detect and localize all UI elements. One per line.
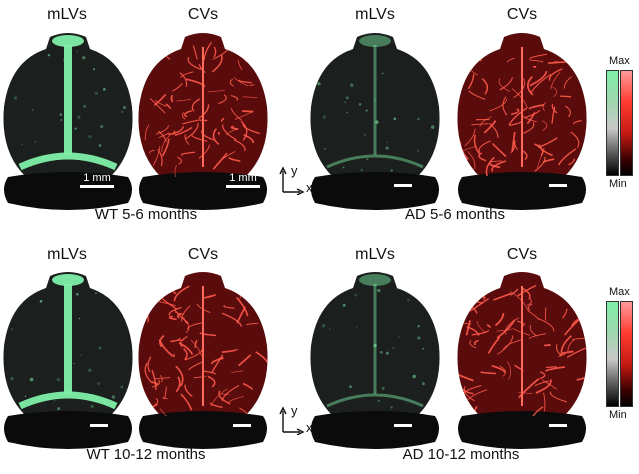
- brain-image-wt-5-6-mlvs: [0, 27, 138, 217]
- scale-bar-r1-p4: [549, 183, 567, 187]
- title-r1-p3: mLVs: [355, 6, 395, 23]
- brain-silhouette: [138, 33, 268, 210]
- title-r2-p4: CVs: [506, 246, 538, 263]
- colorbar-red-r2: [620, 301, 633, 407]
- scale-label: 1 mm: [83, 172, 111, 184]
- title-r2-p1: mLVs: [47, 246, 87, 263]
- group-label-wt-5-6: WT 5-6 months: [94, 206, 198, 223]
- brain-silhouette: [3, 272, 133, 449]
- scale-bar-r1-p1: 1 mm: [80, 172, 114, 188]
- axis-x-label: x: [306, 180, 313, 195]
- axis-y-label-r2: y: [291, 403, 298, 418]
- scale-bar-r2-p2: [233, 423, 251, 427]
- legend-min-r1: Min: [609, 178, 627, 190]
- brain-image-wt-10-12-cvs: [133, 266, 273, 456]
- brain-silhouette: [138, 272, 268, 449]
- axes-indicator-r2: [278, 405, 312, 436]
- scale-bar-r1-p3: [394, 183, 412, 187]
- legend-min-r2: Min: [609, 409, 627, 421]
- brain-silhouette: [457, 33, 587, 210]
- axis-y-label: y: [291, 163, 298, 178]
- title-r1-p4: CVs: [506, 6, 538, 23]
- group-label-wt-10-12: WT 10-12 months: [86, 446, 206, 463]
- axes-indicator-r1: [278, 165, 312, 196]
- brain-image-ad-10-12-mlvs: [305, 266, 445, 456]
- brain-image-ad-5-6-mlvs: [305, 27, 445, 217]
- colorbar-red-r1: [620, 70, 633, 176]
- legend-max-r2: Max: [609, 286, 630, 298]
- brain-silhouette: [310, 33, 440, 210]
- scale-label: 1 mm: [229, 172, 257, 184]
- brain-silhouette: [3, 33, 133, 210]
- brain-image-wt-10-12-mlvs: [0, 266, 138, 456]
- brain-silhouette: [457, 272, 587, 449]
- axes-arrows-icon: [279, 406, 305, 436]
- legend-max-r1: Max: [609, 55, 630, 67]
- scale-bar-r2-p3: [394, 423, 412, 427]
- colorbar-green-r2: [606, 301, 619, 407]
- title-r1-p2: CVs: [187, 6, 219, 23]
- title-r2-p3: mLVs: [355, 246, 395, 263]
- brain-silhouette: [310, 272, 440, 449]
- scale-bar-r2-p1: [90, 423, 108, 427]
- axis-x-label-r2: x: [306, 420, 313, 435]
- scale-bar-r2-p4: [549, 423, 567, 427]
- title-r2-p2: CVs: [187, 246, 219, 263]
- group-label-ad-5-6: AD 5-6 months: [404, 206, 506, 223]
- colorbar-green-r1: [606, 70, 619, 176]
- brain-image-ad-5-6-cvs: [452, 27, 592, 217]
- brain-image-wt-5-6-cvs: [133, 27, 273, 217]
- brain-image-ad-10-12-cvs: [452, 266, 592, 456]
- group-label-ad-10-12: AD 10-12 months: [402, 446, 520, 463]
- axes-arrows-icon: [279, 166, 305, 196]
- scale-bar-r1-p2: 1 mm: [226, 172, 260, 188]
- title-r1-p1: mLVs: [47, 6, 87, 23]
